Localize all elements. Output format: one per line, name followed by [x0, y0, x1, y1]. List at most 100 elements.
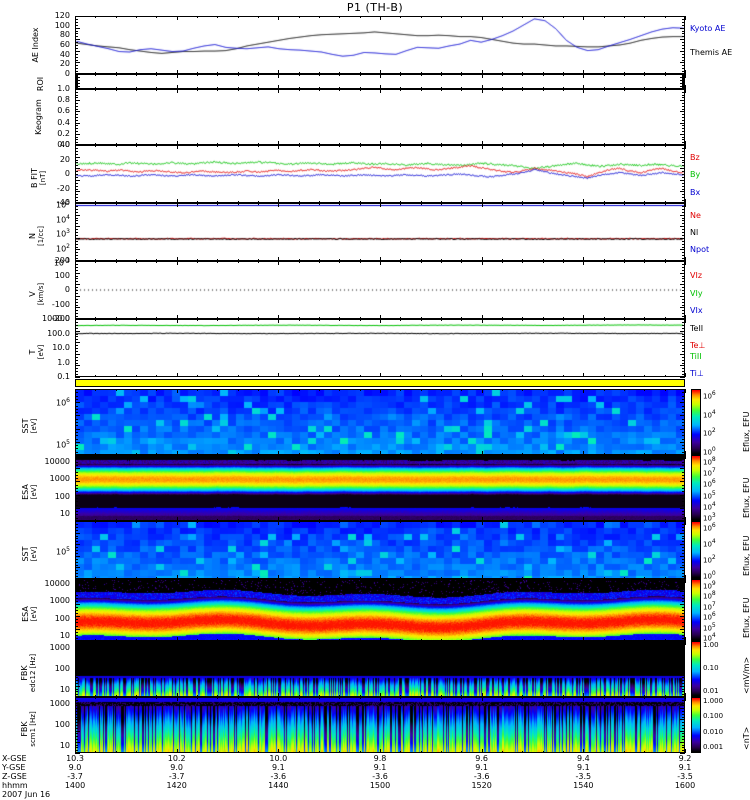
y-tick: [682, 298, 685, 300]
y-tick: [682, 610, 685, 611]
x-tick: [197, 201, 198, 203]
y-tick: [680, 249, 685, 251]
x-tick: [603, 89, 605, 91]
x-tick: [603, 751, 605, 753]
y-tick: [75, 504, 78, 506]
x-tick: [197, 375, 198, 377]
y-tick: [75, 359, 78, 361]
y-tick: [75, 555, 80, 557]
y-tick: [75, 461, 78, 463]
x-tick: [624, 145, 625, 147]
x-tick: [481, 455, 483, 459]
x-tick: [522, 201, 524, 203]
y-tick: [680, 603, 685, 605]
y-tick: [75, 666, 78, 668]
x-tick: [420, 579, 422, 581]
colorbar-label-cb_fbk2-1: 0.100: [703, 712, 724, 721]
x-tick: [400, 319, 402, 321]
y-tick: [75, 484, 78, 486]
y-tick: [75, 497, 78, 499]
y-tick: [682, 240, 685, 242]
y-tick: [680, 272, 685, 274]
x-tick: [319, 319, 320, 321]
y-tick: [682, 600, 685, 602]
x-tick: [664, 519, 666, 521]
x-tick: [644, 201, 646, 203]
x-tick: [156, 143, 158, 145]
x-tick: [685, 315, 686, 319]
x-tick: [339, 89, 341, 91]
y-tick: [682, 24, 685, 26]
x-tick: [481, 261, 483, 265]
x-tick: [217, 201, 219, 203]
x-tick: [258, 453, 259, 455]
x-tick: [95, 639, 97, 641]
y-tick: [680, 27, 685, 29]
x-tick: [481, 315, 483, 319]
y-tick: [75, 494, 80, 496]
x-tick: [380, 319, 381, 323]
x-tick: [502, 519, 503, 521]
y-tick: [75, 131, 78, 132]
y-tick: [682, 33, 685, 35]
y-tick: [75, 374, 78, 376]
y-tick: [682, 576, 685, 578]
x-tick: [75, 521, 76, 525]
x-tick: [115, 521, 117, 523]
y-tick: [75, 252, 78, 254]
x-tick: [176, 89, 178, 93]
y-tick: [75, 471, 78, 473]
x-tick: [176, 257, 178, 261]
x-tick: [644, 72, 646, 74]
y-tick: [682, 625, 685, 627]
y-tick: [682, 185, 685, 187]
y-tick: [75, 445, 78, 447]
x-tick: [380, 145, 381, 149]
ylabel-density: N [1/cc]: [28, 226, 45, 246]
y-tick: [682, 94, 685, 96]
y-tick: [75, 71, 78, 73]
ytick-v-4: -200: [51, 314, 70, 323]
y-tick: [682, 142, 685, 144]
y-tick: [680, 111, 685, 113]
y-tick: [680, 353, 685, 355]
x-tick: [685, 74, 686, 78]
x-tick: [542, 143, 544, 145]
panel-keogram: [75, 89, 685, 145]
y-tick: [682, 266, 685, 268]
x-tick: [176, 697, 178, 701]
y-tick: [75, 342, 80, 344]
x-axis-value-hhmm-0: 1400: [64, 781, 86, 790]
x-tick: [298, 697, 300, 699]
colorbar-label-cb_sst2-3: 100: [703, 570, 716, 581]
x-tick: [359, 455, 361, 457]
x-tick: [298, 521, 300, 523]
x-tick: [420, 87, 422, 89]
y-tick: [682, 398, 685, 400]
y-tick: [680, 62, 685, 64]
x-tick: [664, 203, 666, 205]
y-tick: [682, 176, 685, 178]
x-tick: [502, 72, 503, 74]
x-tick: [685, 389, 686, 393]
x-tick: [359, 751, 361, 753]
x-tick: [542, 521, 544, 523]
y-tick: [75, 65, 78, 67]
x-tick: [522, 695, 524, 697]
y-tick: [75, 304, 78, 306]
x-tick: [359, 145, 361, 147]
x-tick: [522, 317, 524, 319]
ytick-n-2: 103: [55, 228, 70, 239]
x-tick: [664, 201, 666, 203]
x-tick: [339, 519, 341, 521]
colorbar-label-cb_esa1-5: 103: [703, 512, 716, 523]
x-tick: [298, 453, 300, 455]
x-tick: [542, 695, 544, 697]
x-tick: [583, 145, 585, 149]
y-tick: [682, 223, 685, 225]
x-tick: [400, 697, 402, 699]
y-tick: [75, 83, 78, 85]
x-tick: [197, 641, 198, 643]
ytick-bfit-2: 0: [64, 169, 70, 178]
x-tick: [624, 203, 625, 205]
